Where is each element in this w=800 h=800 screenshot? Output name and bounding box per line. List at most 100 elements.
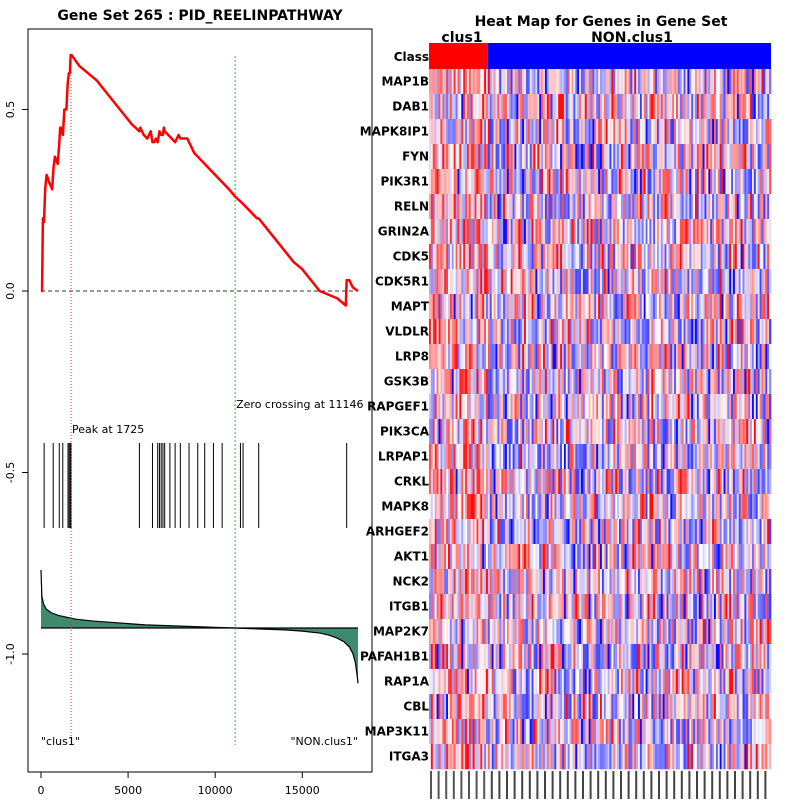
heatmap-cell (626, 569, 629, 595)
heatmap-cell (636, 644, 639, 670)
heatmap-cell (505, 594, 508, 620)
heatmap-cell (670, 669, 673, 695)
heatmap-cell (704, 369, 707, 395)
heatmap-cell (649, 619, 652, 645)
heatmap-cell (506, 344, 510, 370)
heatmap-cell (522, 119, 525, 145)
heatmap-cell (624, 694, 627, 720)
heatmap-cell (535, 169, 538, 195)
heatmap-cell (710, 69, 713, 95)
heatmap-cell (537, 144, 540, 170)
heatmap-cell (752, 719, 755, 745)
heatmap-cell (657, 394, 660, 420)
heatmap-cell (444, 269, 447, 295)
heatmap-cell (740, 269, 743, 295)
heatmap-cell (717, 419, 720, 445)
heatmap-cell (710, 144, 713, 170)
heatmap-cell (655, 269, 658, 295)
heatmap-cell (590, 569, 593, 595)
heatmap-cell (525, 619, 529, 645)
heatmap-cell (546, 694, 549, 720)
heatmap-cell (653, 669, 656, 695)
heatmap-cell (436, 194, 439, 220)
heatmap-cell (681, 344, 684, 370)
heatmap-cell (438, 319, 441, 345)
heatmap-cell (567, 69, 570, 95)
heatmap-cell (681, 169, 684, 195)
heatmap-cell (584, 444, 587, 470)
heatmap-cell (520, 319, 523, 345)
heatmap-cell (672, 394, 675, 420)
heatmap-cell (446, 394, 449, 420)
heatmap-cell (767, 294, 770, 320)
heatmap-cell (729, 269, 732, 295)
heatmap-cell (448, 694, 451, 720)
heatmap-cell (429, 494, 432, 520)
heatmap-cell (651, 94, 654, 120)
heatmap-cell (717, 219, 720, 245)
heatmap-cell (647, 669, 650, 695)
heatmap-cell (658, 719, 662, 745)
heatmap-cell (501, 444, 504, 470)
heatmap-cell (600, 269, 603, 295)
heatmap-cell (657, 244, 660, 270)
heatmap-cell (638, 694, 641, 720)
heatmap-cell (622, 119, 625, 145)
heatmap-cell (717, 244, 720, 270)
heatmap-cell (727, 644, 730, 670)
heatmap-cell (571, 369, 574, 395)
heatmap-cell (679, 369, 682, 395)
heatmap-cell (429, 569, 432, 595)
heatmap-cell (516, 494, 519, 520)
heatmap-cell (742, 294, 745, 320)
heatmap-cell (573, 444, 576, 470)
heatmap-cell (742, 694, 745, 720)
heatmap-cell (660, 469, 663, 495)
heatmap-cell (497, 644, 500, 670)
heatmap-cell (655, 594, 658, 620)
heatmap-cell (503, 319, 506, 345)
heatmap-cell (544, 219, 548, 245)
heatmap-cell (755, 569, 758, 595)
heatmap-cell (556, 119, 559, 145)
heatmap-cell (658, 94, 662, 120)
heatmap-cell (731, 669, 734, 695)
heatmap-cell (524, 144, 527, 170)
heatmap-cell (541, 269, 544, 295)
heatmap-cell (689, 669, 692, 695)
heatmap-cell (649, 594, 652, 620)
heatmap-cell (714, 319, 717, 345)
heatmap-cell (581, 169, 584, 195)
heatmap-cell (438, 669, 441, 695)
heatmap-cell (645, 569, 648, 595)
heatmap-cell (672, 494, 675, 520)
heatmap-cell (592, 469, 595, 495)
heatmap-cell (767, 144, 770, 170)
heatmap-cell (744, 619, 747, 645)
heatmap-cell (742, 494, 745, 520)
heatmap-cell (609, 194, 612, 220)
heatmap-cell (525, 469, 529, 495)
heatmap-cell (586, 369, 589, 395)
heatmap-cell (698, 469, 701, 495)
heatmap-cell (514, 244, 517, 270)
heatmap-cell (651, 694, 654, 720)
heatmap-cell (476, 619, 479, 645)
heatmap-cell (546, 669, 549, 695)
heatmap-cell (491, 269, 494, 295)
heatmap-cell (563, 144, 567, 170)
heatmap-cell (522, 419, 525, 445)
heatmap-cell (543, 219, 546, 245)
heatmap-cell (723, 669, 726, 695)
heatmap-cell (527, 644, 530, 670)
heatmap-cell (613, 494, 616, 520)
heatmap-cell (715, 319, 719, 345)
heatmap-cell (478, 744, 481, 770)
heatmap-cell (704, 94, 707, 120)
heatmap-cell (489, 419, 492, 445)
heatmap-cell (579, 144, 582, 170)
heatmap-cell (725, 219, 728, 245)
heatmap-cell (476, 644, 479, 670)
heatmap-cell (558, 294, 561, 320)
heatmap-cell (714, 694, 717, 720)
